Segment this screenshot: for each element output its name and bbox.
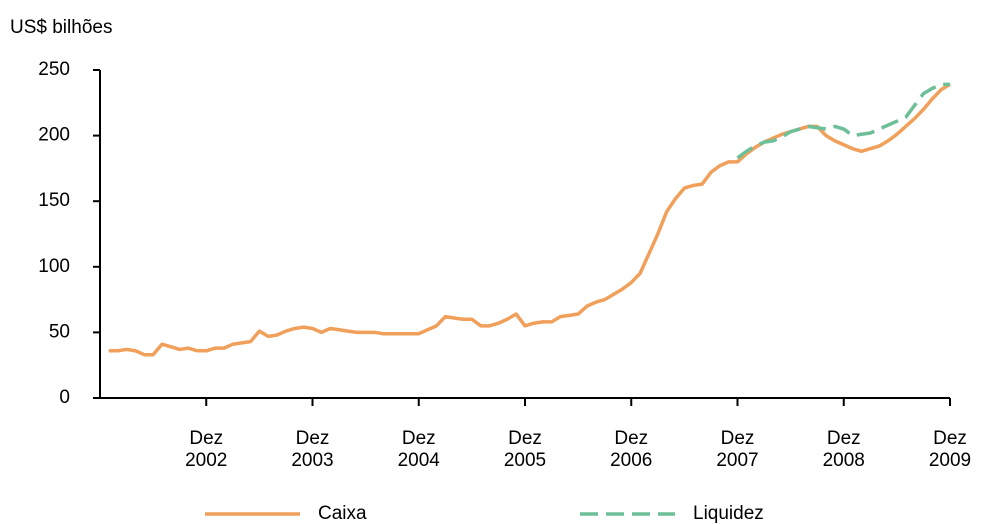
x-tick-label: Dez 2009 <box>928 428 972 471</box>
y-tick-label: 250 <box>38 59 70 80</box>
legend-label: Liquidez <box>693 503 764 524</box>
x-tick-label: Dez 2008 <box>822 428 865 471</box>
y-tick-label: 150 <box>38 190 70 211</box>
line-series <box>736 82 950 160</box>
x-tick-label: Dez 2007 <box>716 428 759 471</box>
y-tick-label: 0 <box>59 387 70 408</box>
x-tick-label: Dez 2004 <box>397 428 440 471</box>
y-axis-title: US$ bilhões <box>10 17 112 38</box>
y-tick-label: 200 <box>38 125 70 146</box>
x-tick-label: Dez 2003 <box>291 428 334 471</box>
x-tick-label: Dez 2005 <box>503 428 547 471</box>
y-tick-label: 100 <box>38 256 70 277</box>
x-tick-label: Dez 2006 <box>610 428 653 471</box>
legend-label: Caixa <box>318 503 367 524</box>
line-series <box>108 82 951 357</box>
x-tick-label: Dez 2002 <box>185 428 228 471</box>
y-tick-label: 50 <box>49 321 70 342</box>
